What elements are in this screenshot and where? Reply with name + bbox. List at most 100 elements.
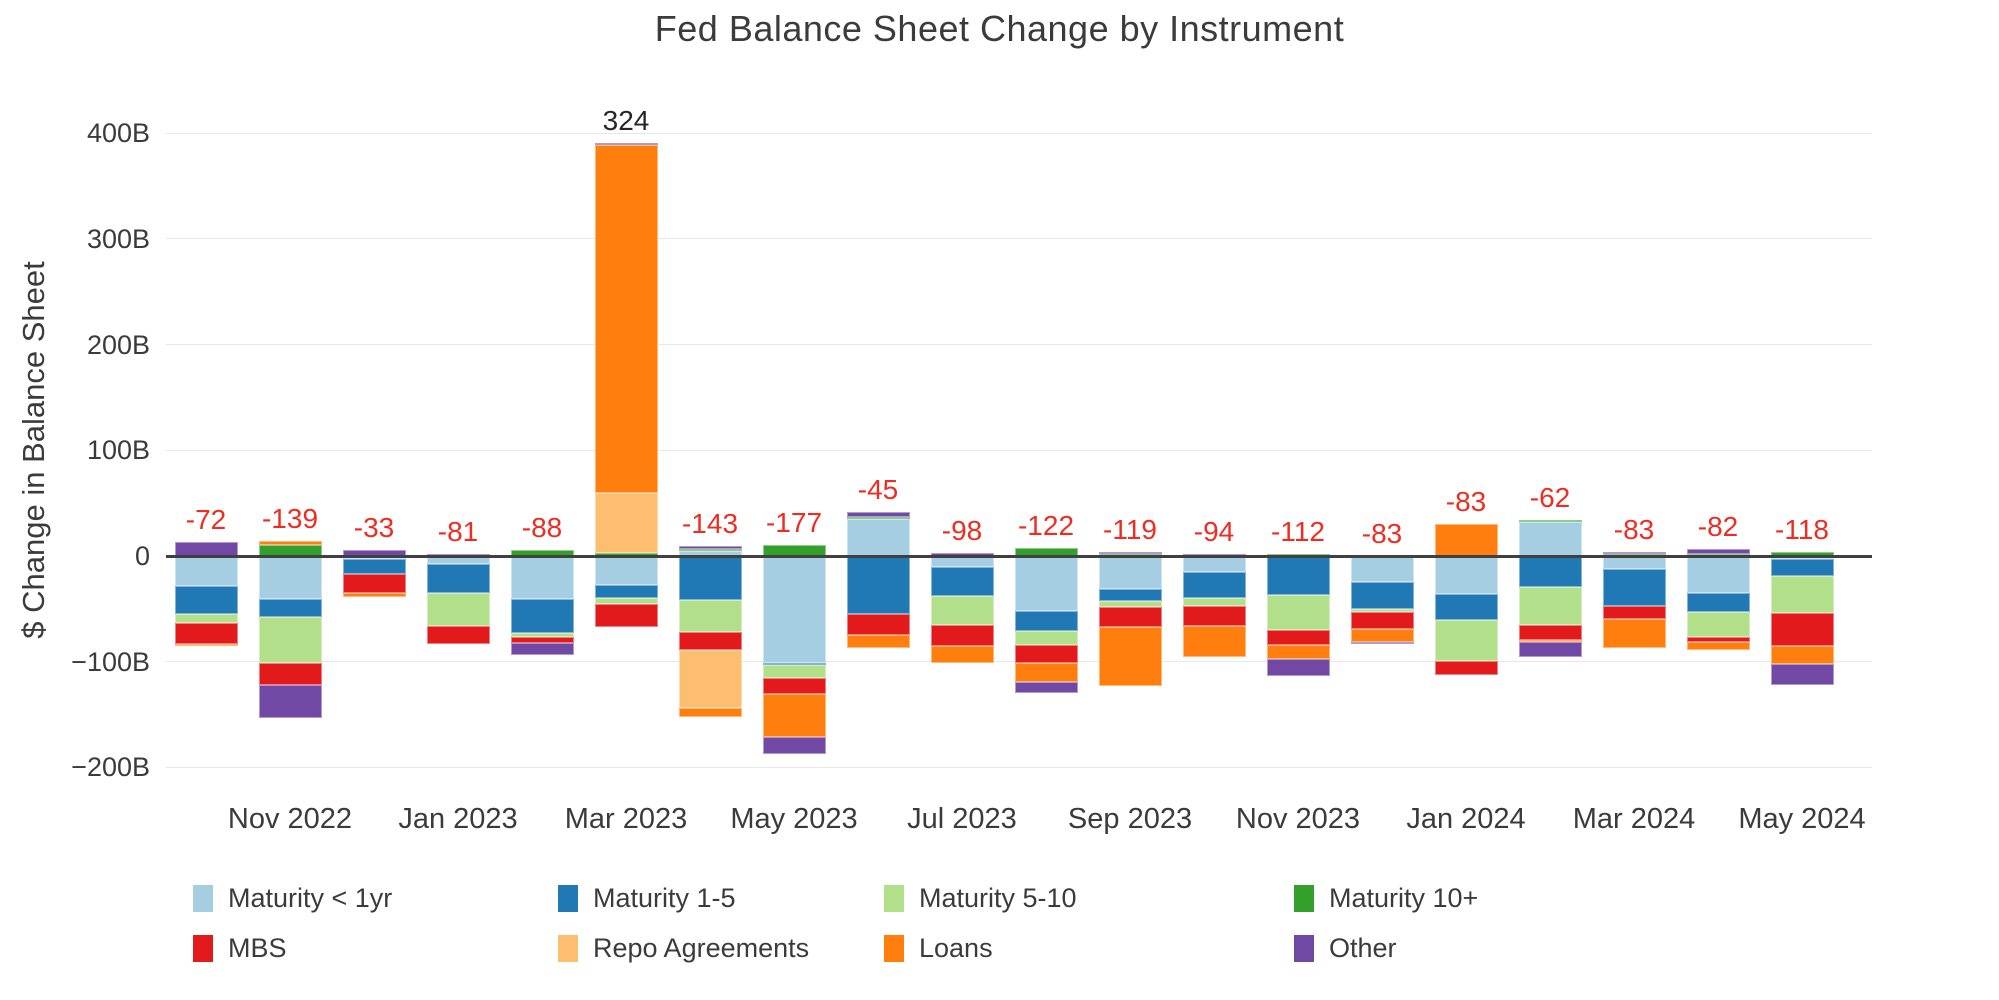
bar-segment-lt1[interactable]	[1014, 556, 1078, 611]
bar-segment-loans[interactable]	[174, 643, 238, 646]
bar-segment-other[interactable]	[1266, 658, 1330, 677]
bar-segment-m15[interactable]	[1350, 582, 1414, 609]
bar-segment-mbs[interactable]	[174, 622, 238, 644]
bar-segment-lt1[interactable]	[762, 556, 826, 663]
bar-segment-m15[interactable]	[1602, 568, 1666, 606]
bar-segment-other[interactable]	[1350, 641, 1414, 644]
bar-segment-mbs[interactable]	[1686, 637, 1750, 642]
bar-segment-m15[interactable]	[1098, 588, 1162, 602]
bar-segment-loans[interactable]	[258, 541, 322, 546]
legend-item-m15[interactable]: Maturity 1-5	[558, 883, 736, 914]
bar-segment-m15[interactable]	[594, 584, 658, 599]
bar-segment-loans[interactable]	[1098, 626, 1162, 686]
bar-segment-m15[interactable]	[846, 556, 910, 615]
bar-segment-lt1[interactable]	[174, 556, 238, 586]
bar-segment-loans[interactable]	[1182, 625, 1246, 658]
bar-segment-other[interactable]	[1014, 681, 1078, 694]
bar-segment-loans[interactable]	[762, 694, 826, 737]
bar-segment-m15[interactable]	[1686, 592, 1750, 612]
bar-segment-m15[interactable]	[174, 585, 238, 615]
bar-segment-loans[interactable]	[1770, 645, 1834, 664]
bar-segment-m510[interactable]	[1350, 608, 1414, 612]
bar-segment-lt1[interactable]	[930, 556, 994, 567]
bar-segment-mbs[interactable]	[1014, 644, 1078, 663]
bar-segment-m10[interactable]	[678, 548, 742, 551]
bar-segment-other[interactable]	[1518, 641, 1582, 658]
bar-segment-m510[interactable]	[1098, 601, 1162, 607]
bar-segment-m510[interactable]	[258, 617, 322, 663]
bar-segment-other[interactable]	[1686, 548, 1750, 554]
bar-segment-mbs[interactable]	[594, 603, 658, 627]
bar-segment-repo[interactable]	[594, 492, 658, 553]
bar-segment-m15[interactable]	[1182, 571, 1246, 599]
legend-item-lt1[interactable]: Maturity < 1yr	[193, 883, 392, 914]
bar-segment-m510[interactable]	[678, 600, 742, 633]
bar-segment-m510[interactable]	[762, 664, 826, 678]
legend-item-m10[interactable]: Maturity 10+	[1294, 883, 1478, 914]
bar-segment-loans[interactable]	[678, 708, 742, 717]
bar-segment-m510[interactable]	[1518, 586, 1582, 625]
bar-segment-lt1[interactable]	[1602, 556, 1666, 569]
bar-segment-m510[interactable]	[1770, 576, 1834, 614]
bar-segment-other[interactable]	[678, 546, 742, 549]
bar-segment-lt1[interactable]	[1434, 556, 1498, 595]
legend-item-repo[interactable]: Repo Agreements	[558, 933, 809, 964]
bar-segment-loans[interactable]	[930, 645, 994, 663]
bar-segment-m15[interactable]	[1434, 594, 1498, 621]
bar-segment-repo[interactable]	[678, 650, 742, 709]
bar-segment-lt1[interactable]	[1350, 556, 1414, 583]
bar-segment-m510[interactable]	[1014, 631, 1078, 645]
bar-segment-mbs[interactable]	[762, 677, 826, 695]
bar-segment-loans[interactable]	[1266, 644, 1330, 659]
bar-segment-mbs[interactable]	[342, 573, 406, 593]
bar-segment-other[interactable]	[762, 736, 826, 754]
bar-segment-m15[interactable]	[1266, 556, 1330, 596]
bar-segment-mbs[interactable]	[1518, 624, 1582, 640]
bar-segment-m15[interactable]	[258, 599, 322, 618]
bar-segment-m15[interactable]	[930, 566, 994, 597]
bar-segment-m510[interactable]	[510, 633, 574, 638]
bar-segment-m15[interactable]	[510, 599, 574, 634]
bar-segment-mbs[interactable]	[1434, 660, 1498, 676]
bar-segment-mbs[interactable]	[426, 625, 490, 644]
bar-segment-other[interactable]	[1602, 551, 1666, 554]
bar-segment-m510[interactable]	[1686, 612, 1750, 638]
legend-item-other[interactable]: Other	[1294, 933, 1397, 964]
bar-segment-other[interactable]	[594, 142, 658, 145]
bar-segment-m15[interactable]	[678, 556, 742, 601]
bar-segment-m15[interactable]	[762, 662, 826, 665]
bar-segment-other[interactable]	[846, 511, 910, 517]
bar-segment-other[interactable]	[258, 684, 322, 718]
bar-segment-m15[interactable]	[342, 559, 406, 574]
bar-segment-other[interactable]	[510, 642, 574, 656]
bar-segment-m10[interactable]	[1518, 520, 1582, 523]
bar-segment-m15[interactable]	[1770, 559, 1834, 577]
bar-segment-m15[interactable]	[426, 564, 490, 593]
legend-item-loans[interactable]: Loans	[884, 933, 993, 964]
bar-segment-mbs[interactable]	[846, 614, 910, 636]
bar-segment-other[interactable]	[1098, 551, 1162, 554]
bar-segment-loans[interactable]	[1518, 639, 1582, 642]
bar-segment-m510[interactable]	[930, 596, 994, 625]
bar-segment-lt1[interactable]	[258, 556, 322, 600]
bar-segment-m510[interactable]	[594, 598, 658, 604]
bar-segment-mbs[interactable]	[258, 662, 322, 685]
bar-segment-m10[interactable]	[846, 516, 910, 519]
bar-segment-loans[interactable]	[1434, 524, 1498, 556]
bar-segment-loans[interactable]	[1350, 628, 1414, 642]
bar-segment-mbs[interactable]	[930, 624, 994, 646]
bar-segment-loans[interactable]	[594, 144, 658, 493]
bar-segment-lt1[interactable]	[1098, 556, 1162, 589]
bar-segment-m15[interactable]	[1518, 556, 1582, 587]
bar-segment-mbs[interactable]	[1266, 629, 1330, 645]
bar-segment-loans[interactable]	[1686, 641, 1750, 651]
bar-segment-other[interactable]	[1770, 663, 1834, 685]
bar-segment-mbs[interactable]	[1098, 606, 1162, 627]
bar-segment-lt1[interactable]	[594, 556, 658, 585]
bar-segment-mbs[interactable]	[678, 632, 742, 651]
bar-segment-lt1[interactable]	[510, 556, 574, 600]
bar-segment-m15[interactable]	[1014, 610, 1078, 632]
bar-segment-mbs[interactable]	[1770, 613, 1834, 646]
bar-segment-m510[interactable]	[1182, 598, 1246, 606]
bar-segment-loans[interactable]	[1014, 662, 1078, 682]
